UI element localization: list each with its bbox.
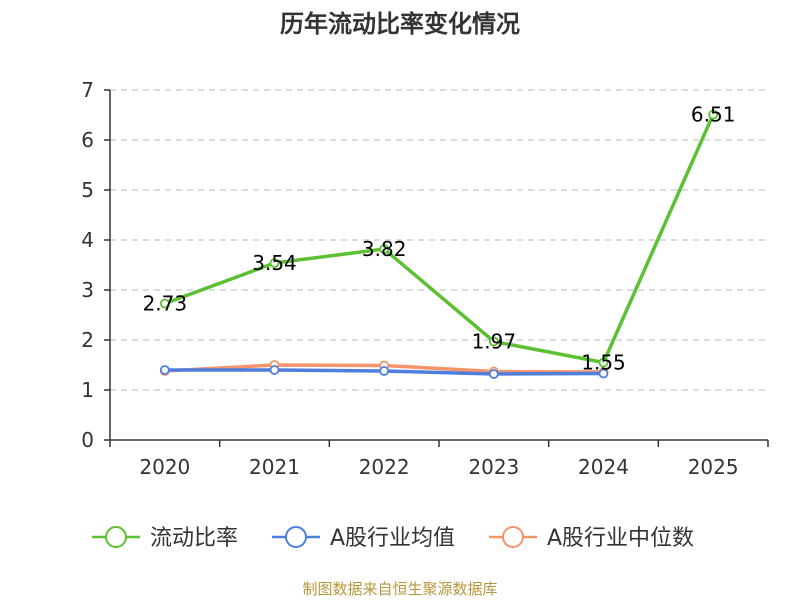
legend-label: A股行业均值 xyxy=(330,526,455,551)
data-point xyxy=(488,336,499,347)
data-point xyxy=(159,298,170,309)
y-tick-label: 1 xyxy=(81,378,94,402)
series-1 xyxy=(159,365,609,379)
data-point xyxy=(598,357,609,368)
data-label: 3.82 xyxy=(362,237,407,261)
legend-item[interactable]: A股行业均值 xyxy=(272,526,455,551)
data-point xyxy=(159,365,170,375)
data-point xyxy=(379,366,390,376)
x-tick-label: 2020 xyxy=(139,455,190,479)
y-tick-label: 6 xyxy=(81,128,94,152)
legend-label: A股行业中位数 xyxy=(547,526,694,551)
data-point xyxy=(269,258,280,268)
data-point xyxy=(269,365,280,375)
legend-marker-icon xyxy=(105,526,127,548)
y-tick-label: 0 xyxy=(81,428,94,452)
data-label: 6.51 xyxy=(691,103,736,127)
data-point xyxy=(708,109,719,120)
legend-item[interactable]: 流动比率 xyxy=(92,526,238,551)
series-line xyxy=(164,113,715,365)
y-tick-label: 4 xyxy=(81,228,94,252)
data-label: 3.54 xyxy=(252,251,297,275)
data-labels: 2.73 3.54 3.82 1.97 1.55 6.51 xyxy=(143,103,736,375)
source-note: 制图数据来自恒生聚源数据库 xyxy=(302,580,497,598)
chart-title: 历年流动比率变化情况 xyxy=(280,10,520,38)
y-tick-label: 5 xyxy=(81,178,94,202)
data-label: 1.55 xyxy=(581,351,626,375)
grid-lines xyxy=(110,89,768,391)
y-tick-label: 7 xyxy=(81,78,94,102)
y-tick-label: 2 xyxy=(81,328,94,352)
x-tick-label: 2021 xyxy=(249,455,300,479)
legend-marker-icon xyxy=(285,526,307,548)
data-label: 2.73 xyxy=(143,292,188,316)
legend-item[interactable]: A股行业中位数 xyxy=(489,526,694,551)
y-tick-label: 3 xyxy=(81,278,94,302)
x-tick-label: 2025 xyxy=(688,455,739,479)
data-label: 1.97 xyxy=(472,330,517,354)
axes: 0 1 2 3 4 5 6 7 2020 2021 2022 2023 2024 2025 xyxy=(81,78,769,479)
x-tick-label: 2024 xyxy=(578,455,629,479)
x-tick-label: 2022 xyxy=(359,455,410,479)
data-point xyxy=(598,368,609,379)
x-tick-label: 2023 xyxy=(468,455,519,479)
legend-marker-icon xyxy=(502,526,524,548)
data-point xyxy=(488,369,499,379)
data-point xyxy=(379,244,390,254)
legend: 流动比率 A股行业均值 A股行业中位数 xyxy=(92,526,694,551)
legend-label: 流动比率 xyxy=(150,526,238,551)
series-group xyxy=(159,109,719,379)
series-0 xyxy=(159,109,719,368)
